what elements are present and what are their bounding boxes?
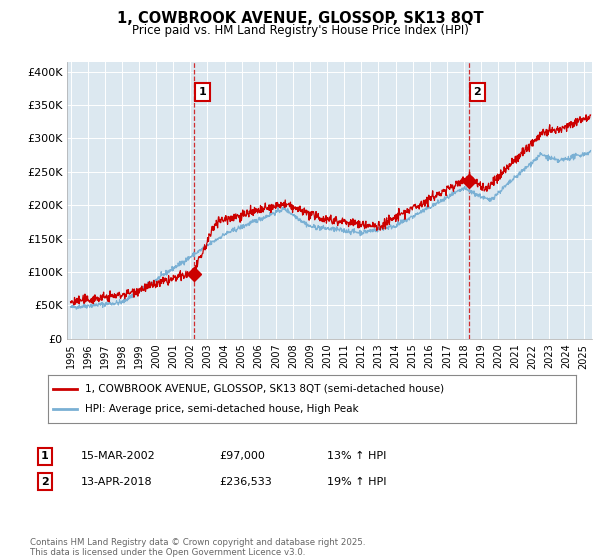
Text: £236,533: £236,533 (219, 477, 272, 487)
Text: 19% ↑ HPI: 19% ↑ HPI (327, 477, 386, 487)
Text: £97,000: £97,000 (219, 451, 265, 461)
Text: Contains HM Land Registry data © Crown copyright and database right 2025.
This d: Contains HM Land Registry data © Crown c… (30, 538, 365, 557)
Text: 13-APR-2018: 13-APR-2018 (81, 477, 152, 487)
Text: 13% ↑ HPI: 13% ↑ HPI (327, 451, 386, 461)
Text: 2: 2 (473, 87, 481, 97)
Text: 1: 1 (41, 451, 49, 461)
Text: 2: 2 (41, 477, 49, 487)
Text: Price paid vs. HM Land Registry's House Price Index (HPI): Price paid vs. HM Land Registry's House … (131, 24, 469, 36)
Text: 1: 1 (199, 87, 206, 97)
Text: HPI: Average price, semi-detached house, High Peak: HPI: Average price, semi-detached house,… (85, 404, 359, 414)
Text: 1, COWBROOK AVENUE, GLOSSOP, SK13 8QT (semi-detached house): 1, COWBROOK AVENUE, GLOSSOP, SK13 8QT (s… (85, 384, 444, 394)
Text: 15-MAR-2002: 15-MAR-2002 (81, 451, 156, 461)
Text: 1, COWBROOK AVENUE, GLOSSOP, SK13 8QT: 1, COWBROOK AVENUE, GLOSSOP, SK13 8QT (116, 11, 484, 26)
